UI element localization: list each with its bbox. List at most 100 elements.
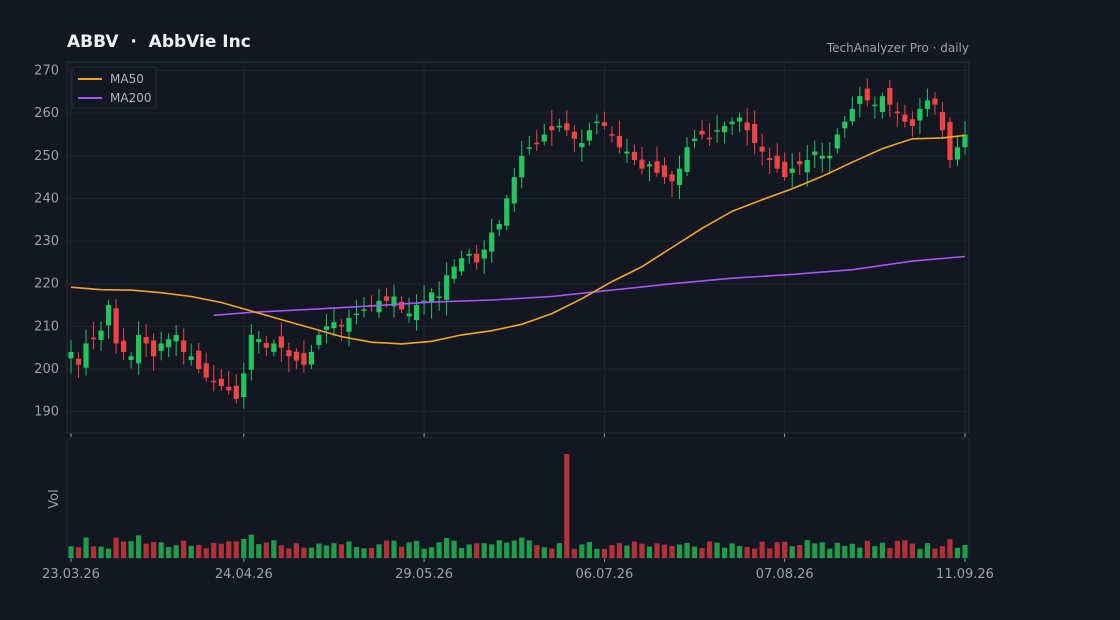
volume-bar — [669, 545, 675, 558]
candle — [196, 342, 202, 374]
candle — [331, 307, 337, 337]
candle-body — [413, 305, 420, 321]
candle-body — [263, 342, 269, 348]
candle — [75, 352, 82, 378]
candle — [474, 244, 480, 270]
candle-body — [827, 155, 833, 159]
price-tick-label: 270 — [34, 64, 59, 79]
candle-body — [767, 158, 773, 161]
candle — [511, 167, 517, 212]
date-tick-labels: 23.03.26 24.04.26 29.05.26 06.07.26 07.08.26… — [42, 567, 994, 582]
price-tick-label: 210 — [34, 319, 59, 334]
volume-bar — [188, 545, 194, 558]
volume-plot-frame — [66, 437, 970, 559]
candle — [489, 218, 495, 263]
volume-bar — [90, 546, 97, 558]
volume-bar — [451, 540, 457, 558]
volume-axis-label: Vol — [47, 489, 62, 508]
candle-body — [278, 336, 284, 348]
candle — [609, 126, 615, 143]
candle-body — [872, 104, 878, 107]
candle — [211, 364, 217, 392]
volume-bar — [691, 546, 698, 558]
volume-bar — [579, 544, 585, 558]
candle-body — [714, 130, 720, 132]
candle-body — [120, 340, 127, 352]
candle-body — [196, 350, 202, 370]
volume-bar — [819, 542, 825, 558]
candle — [579, 129, 585, 162]
price-tick-label: 230 — [34, 234, 59, 249]
candle — [631, 144, 638, 165]
candle-body — [353, 313, 360, 316]
candle-body — [113, 308, 119, 344]
candle — [616, 120, 623, 154]
candle — [158, 331, 164, 361]
candle-body — [398, 301, 405, 310]
volume-bar — [181, 540, 187, 558]
candle-body — [661, 165, 668, 178]
candle-body — [902, 114, 908, 122]
volume-bar — [894, 540, 900, 558]
candle — [218, 369, 224, 391]
volume-bar — [496, 540, 502, 558]
candle — [406, 297, 412, 323]
candle — [767, 147, 773, 174]
volume-bar — [293, 543, 299, 558]
candle-body — [812, 151, 818, 155]
price-tick-label: 220 — [34, 277, 59, 292]
legend: MA50 MA200 — [71, 66, 157, 109]
volume-bar — [504, 542, 510, 558]
candle — [271, 339, 277, 357]
volume-bar — [196, 544, 202, 558]
candle-body — [331, 322, 337, 329]
candle — [413, 294, 420, 331]
candle-body — [601, 122, 607, 126]
candle-body — [203, 363, 209, 378]
volume-bar — [248, 534, 254, 558]
candle-body — [616, 135, 623, 148]
candle-body — [729, 121, 735, 125]
candle-body — [496, 224, 502, 230]
candle-body — [226, 386, 232, 391]
candle — [143, 323, 149, 357]
price-tick-label: 260 — [34, 106, 59, 121]
candle-body — [534, 142, 540, 145]
candle-body — [429, 292, 435, 303]
volume-bar — [406, 542, 412, 558]
candle — [917, 97, 923, 135]
candle-body — [744, 122, 750, 131]
volume-bar — [601, 548, 607, 558]
volume-bar — [849, 543, 855, 558]
volume-bar — [75, 547, 82, 558]
candle — [541, 123, 547, 146]
volume-bar — [489, 544, 495, 558]
volume-bar — [421, 548, 427, 558]
candle — [233, 374, 239, 404]
volume-bar — [842, 545, 848, 558]
candle-body — [308, 351, 315, 365]
candle-body — [526, 147, 532, 149]
candle-body — [481, 249, 487, 259]
candle — [699, 119, 705, 140]
volume-bar — [83, 537, 89, 558]
candle — [737, 112, 743, 133]
candle-body — [737, 117, 743, 122]
volume-bar — [676, 544, 683, 558]
volume-bar — [158, 542, 164, 558]
volume-bar — [323, 545, 330, 558]
candle — [872, 96, 878, 119]
volume-bar — [211, 542, 217, 558]
candle-body — [248, 334, 254, 370]
date-tick-label: 11.09.26 — [936, 567, 994, 582]
candle-body — [864, 88, 870, 101]
candle — [128, 352, 134, 369]
candle — [564, 110, 570, 137]
legend-ma50-label: MA50 — [110, 72, 144, 86]
date-tick-label: 24.04.26 — [215, 567, 273, 582]
volume-bar — [962, 544, 968, 558]
candle — [248, 323, 254, 381]
volume-bar — [699, 547, 705, 558]
candle-body — [166, 339, 172, 348]
candle-body — [173, 334, 179, 342]
